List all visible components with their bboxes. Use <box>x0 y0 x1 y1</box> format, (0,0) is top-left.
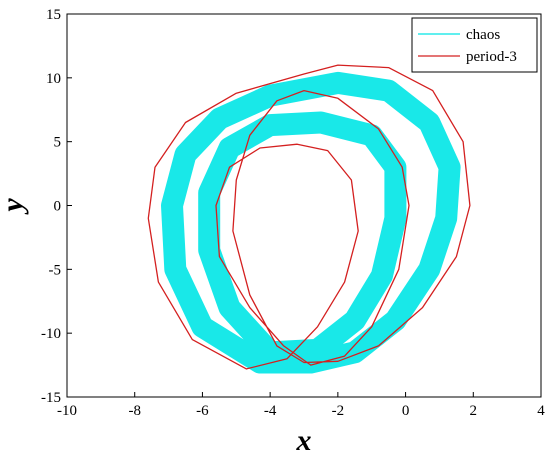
series-line <box>147 64 471 370</box>
x-axis-label: x <box>296 424 312 457</box>
y-axis-label: y <box>0 198 29 215</box>
x-tick-label: -8 <box>128 403 141 419</box>
y-tick-label: -5 <box>49 262 62 278</box>
x-tick-label: -2 <box>332 403 345 419</box>
legend-label: period-3 <box>466 49 517 65</box>
y-tick-label: 0 <box>54 199 62 215</box>
y-tick-label: 5 <box>54 135 62 151</box>
x-tick-label: -4 <box>264 403 277 419</box>
x-tick-label: -10 <box>57 403 77 419</box>
series-line <box>161 71 461 374</box>
y-tick-label: -10 <box>41 326 61 342</box>
x-tick-label: 0 <box>402 403 410 419</box>
x-tick-label: -6 <box>196 403 209 419</box>
y-tick-label: -15 <box>41 390 61 406</box>
x-tick-label: 2 <box>470 403 478 419</box>
y-tick-label: 15 <box>46 7 61 23</box>
legend-label: chaos <box>466 27 500 43</box>
x-tick-label: 4 <box>537 403 545 419</box>
legend-box <box>411 17 538 73</box>
y-tick-label: 10 <box>46 71 61 87</box>
